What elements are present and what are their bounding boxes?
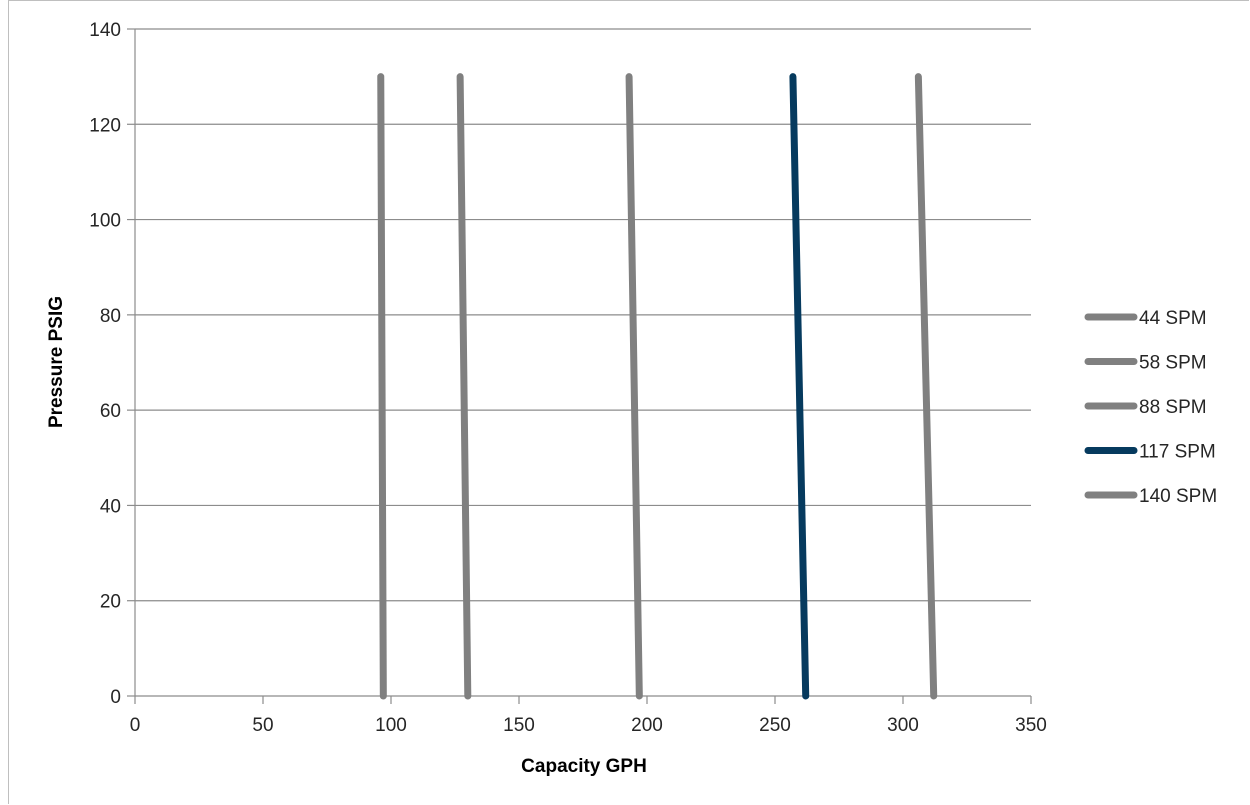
y-tick-label: 100 (89, 211, 121, 232)
series-lines (377, 73, 938, 700)
x-tick-label: 0 (130, 715, 141, 736)
legend-label: 140 SPM (1139, 486, 1217, 507)
series-line-5 (914, 73, 938, 700)
series-line-3 (625, 73, 643, 700)
legend: 44 SPM 58 SPM 88 SPM 117 SPM 140 SPM (1084, 308, 1217, 507)
axes (127, 28, 1032, 704)
x-tick-label: 150 (503, 715, 535, 736)
y-axis-title: Pressure PSIG (46, 296, 67, 428)
y-tick-label: 120 (89, 115, 121, 136)
y-tick-label: 20 (100, 592, 121, 613)
y-tick-label: 80 (100, 306, 121, 327)
x-tick-label: 200 (631, 715, 663, 736)
y-tick-label: 140 (89, 20, 121, 41)
legend-label: 58 SPM (1139, 353, 1207, 374)
chart-frame (8, 0, 1249, 804)
x-tick-label: 50 (252, 715, 273, 736)
series-line-4 (789, 73, 810, 700)
series-line-2 (456, 73, 472, 700)
series-line-1 (377, 73, 387, 700)
y-tick-label: 60 (100, 401, 121, 422)
x-tick-label: 300 (887, 715, 919, 736)
legend-label: 117 SPM (1139, 442, 1216, 463)
y-tick-labels: 0 20 40 60 80 100 120 140 (89, 20, 121, 708)
x-axis-title: Capacity GPH (521, 756, 647, 777)
gridlines (135, 28, 1031, 602)
x-tick-label: 100 (375, 715, 407, 736)
y-tick-label: 0 (110, 687, 121, 708)
legend-label: 44 SPM (1139, 308, 1207, 329)
x-tick-label: 350 (1015, 715, 1047, 736)
legend-label: 88 SPM (1139, 397, 1207, 418)
x-tick-label: 250 (759, 715, 791, 736)
x-tick-labels: 0 50 100 150 200 250 300 350 (130, 715, 1047, 736)
y-tick-label: 40 (100, 496, 121, 517)
